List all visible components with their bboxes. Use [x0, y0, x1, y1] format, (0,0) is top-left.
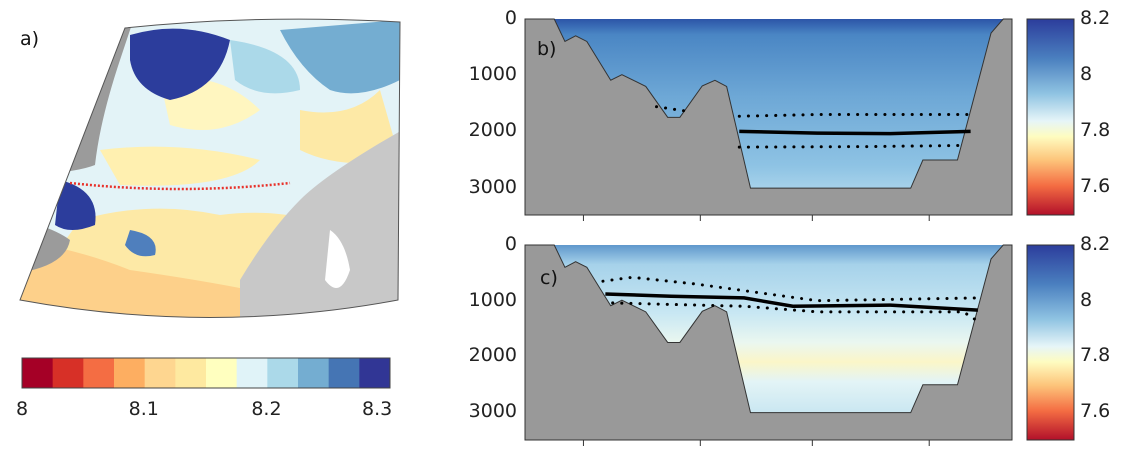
panel-label-b: b) [537, 38, 557, 60]
colorbar-tick-label: 7.6 [1080, 400, 1111, 423]
seafloor-bathymetry [524, 244, 1013, 441]
colorbar-tick-label: 7.8 [1080, 344, 1111, 367]
colorbar-a-swatch [298, 358, 330, 388]
colorbar-a-swatch [236, 358, 268, 388]
colorbar-a-swatch [359, 358, 391, 388]
colorbar [1026, 244, 1075, 441]
colorbar-a-tick-label: 8.1 [128, 398, 159, 420]
map-contour-region [100, 146, 260, 186]
map-lake [325, 230, 350, 288]
colorbar-a [21, 357, 391, 389]
y-tick-label: 2000 [468, 344, 517, 367]
section-line [69, 181, 291, 191]
colorbar-a-swatch [175, 358, 207, 388]
colorbar-a-frame [21, 357, 391, 389]
map-contour-region [55, 180, 96, 230]
colorbar-tick-label: 8.2 [1080, 233, 1111, 255]
colorbar-tick-label: 8 [1080, 63, 1093, 85]
dotted-contour-line [611, 301, 977, 322]
dotted-contour-line [737, 143, 968, 149]
colorbar-a-tick-label: 8.3 [362, 398, 393, 420]
colorbar-a-swatch [52, 358, 84, 388]
y-tick-label: 1000 [468, 63, 517, 86]
colorbar [1026, 18, 1075, 216]
colorbar-a-swatch [144, 358, 176, 388]
solid-contour-line [605, 292, 979, 312]
colorbar-a-tick-label: 8 [16, 398, 29, 420]
colorbar-a-swatch [22, 358, 54, 388]
seafloor-bathymetry [524, 18, 1013, 216]
y-tick-label: 3000 [468, 400, 517, 423]
y-tick-label: 3000 [468, 175, 517, 198]
map-contour-region [230, 40, 300, 94]
map-contour-region [125, 230, 156, 257]
panel-label-a: a) [20, 28, 40, 50]
dotted-contour-line [737, 113, 973, 118]
map-contour-region [300, 90, 400, 164]
solid-contour-line [739, 129, 971, 136]
colorbar-a-tick-label: 8.2 [251, 398, 282, 420]
panel-label-c: c) [540, 267, 558, 289]
y-tick-label: 2000 [468, 119, 517, 142]
colorbar-a-swatch [206, 358, 238, 388]
map-frame [19, 18, 401, 318]
colorbar-a-swatch [114, 358, 146, 388]
colorbar-a-swatch [328, 358, 360, 388]
dotted-contour-line [654, 105, 693, 114]
map-contour-region [130, 28, 230, 101]
colorbar-tick-label: 8.2 [1080, 7, 1111, 29]
y-tick-label: 0 [504, 233, 517, 255]
colorbar-tick-label: 7.8 [1080, 119, 1111, 141]
colorbar-tick-label: 7.6 [1080, 175, 1111, 197]
y-tick-label: 0 [504, 7, 517, 29]
dotted-contour-line [601, 275, 980, 303]
colorbar-a-swatch [83, 358, 115, 388]
map-panel-a [19, 18, 401, 318]
map-contour-region [280, 20, 400, 94]
colorbar-tick-label: 8 [1080, 288, 1093, 311]
colorbar-a-swatch [267, 358, 299, 388]
y-tick-label: 1000 [468, 288, 517, 311]
